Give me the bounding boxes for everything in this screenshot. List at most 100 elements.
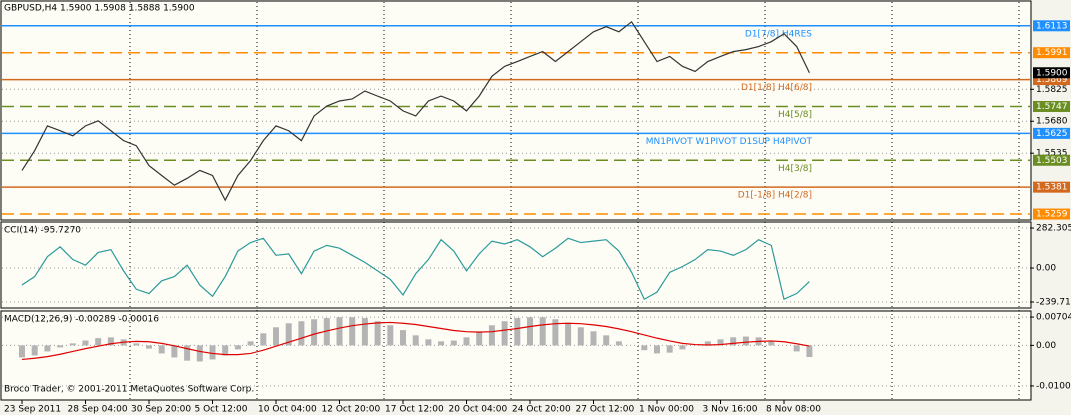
level-label: D1[7/8] H4RES: [745, 29, 812, 39]
level-label: D1[1/8] H4[6/8]: [741, 83, 812, 93]
y-tick-label: 282.305: [1036, 224, 1071, 234]
x-tick-label: 20 Oct 04:00: [449, 405, 508, 415]
level-tag-label: 1.5625: [1036, 129, 1068, 139]
level-tag-label: 1.5259: [1036, 210, 1068, 220]
histogram-bar: [425, 339, 432, 346]
histogram-bar: [349, 317, 356, 346]
x-tick-label: 28 Sep 04:00: [68, 405, 128, 415]
y-tick-label: 0.00: [1036, 341, 1056, 351]
histogram-bar: [311, 319, 318, 346]
level-tag-label: 1.6113: [1036, 21, 1068, 31]
histogram-bar: [717, 339, 724, 346]
level-tag: [1033, 74, 1070, 86]
macd-title: MACD(12,26,9) -0.00289 -0.00016: [4, 315, 159, 325]
histogram-bar: [654, 345, 660, 354]
x-tick-label: 3 Nov 16:00: [703, 405, 758, 415]
histogram-bar: [577, 327, 584, 346]
series-line: [21, 321, 810, 361]
histogram-bar: [69, 343, 76, 346]
histogram-bar: [19, 345, 25, 358]
histogram-bar: [476, 331, 483, 346]
histogram-bar: [374, 321, 381, 346]
x-tick-label: 5 Oct 12:00: [195, 405, 248, 415]
histogram-bar: [730, 337, 737, 346]
y-tick-label: -0.01008: [1036, 381, 1071, 391]
x-tick-label: 12 Oct 20:00: [322, 405, 381, 415]
histogram-bar: [234, 345, 241, 350]
cci-panel: [0, 221, 1032, 309]
level-tag-label: 1.5503: [1036, 156, 1068, 166]
x-tick-label: 27 Oct 12:00: [576, 405, 635, 415]
histogram-bar: [514, 318, 521, 346]
histogram-bar: [590, 331, 597, 346]
histogram-bar: [438, 341, 445, 346]
histogram-bar: [133, 343, 140, 346]
level-tag: [1033, 47, 1070, 59]
histogram-bar: [679, 345, 686, 350]
histogram-bar: [615, 341, 622, 346]
histogram-bar: [768, 340, 775, 346]
histogram-bar: [742, 336, 749, 346]
histogram-bar: [336, 317, 343, 346]
histogram-bar: [539, 317, 546, 346]
histogram-bar: [196, 345, 203, 362]
y-tick-label: 1.5825: [1036, 85, 1068, 95]
series-line: [21, 20, 810, 202]
histogram-bar: [450, 340, 457, 346]
histogram-bar: [323, 318, 330, 346]
histogram-bar: [603, 335, 610, 346]
histogram-bar: [158, 345, 165, 354]
price-tag-label: 1.5900: [1036, 68, 1068, 78]
histogram-bar: [501, 321, 508, 346]
y-tick-label: -239.711: [1036, 298, 1071, 308]
histogram-bar: [565, 323, 572, 346]
series-line: [21, 237, 810, 301]
y-tick-label: 1.5535: [1036, 149, 1068, 159]
histogram-bar: [171, 345, 178, 358]
histogram-bar: [463, 337, 470, 346]
cci-title: CCI(14) -95.7270: [4, 226, 81, 236]
level-tag-label: 1.5381: [1036, 183, 1068, 193]
histogram-bar: [298, 321, 305, 346]
histogram-bar: [107, 337, 114, 346]
level-tag: [1033, 181, 1070, 193]
level-tag-label: 1.5869: [1036, 75, 1068, 85]
level-tag: [1033, 100, 1070, 112]
histogram-bar: [260, 333, 267, 346]
histogram-bar: [273, 327, 279, 346]
level-tag-label: 1.5991: [1036, 48, 1068, 58]
level-tag: [1033, 20, 1070, 32]
histogram-bar: [285, 323, 292, 346]
histogram-bar: [666, 345, 673, 353]
histogram-bar: [95, 338, 102, 346]
y-tick-label: 0.00: [1036, 264, 1056, 274]
level-tag: [1033, 208, 1070, 220]
x-tick-label: 30 Sep 20:00: [131, 405, 191, 415]
x-tick-label: 10 Oct 04:00: [258, 405, 317, 415]
price-tag: [1033, 67, 1070, 79]
level-tag: [1033, 127, 1070, 139]
level-label: H4[5/8]: [778, 110, 812, 120]
histogram-bar: [247, 341, 254, 346]
histogram-bar: [57, 345, 64, 348]
histogram-bar: [806, 345, 813, 358]
x-tick-label: 23 Sep 2011: [4, 405, 61, 415]
histogram-bar: [361, 318, 368, 346]
x-tick-label: 17 Oct 12:00: [385, 405, 444, 415]
chart-title: GBPUSD,H4 1.5900 1.5908 1.5888 1.5900: [4, 4, 195, 14]
level-label: H4[3/8]: [778, 164, 812, 174]
histogram-bar: [400, 330, 406, 346]
histogram-bar: [488, 325, 495, 346]
histogram-bar: [704, 341, 711, 346]
histogram-bar: [552, 319, 559, 346]
histogram-bar: [209, 345, 216, 360]
y-tick-label: 0.00704: [1036, 313, 1071, 323]
y-tick-label: 1.5680: [1036, 117, 1068, 127]
x-tick-label: 8 Nov 08:00: [766, 405, 821, 415]
x-tick-label: 1 Nov 00:00: [639, 405, 694, 415]
histogram-bar: [222, 345, 229, 356]
level-label: D1[-1/8] H4[2/8]: [738, 191, 812, 201]
histogram-bar: [31, 345, 38, 356]
histogram-bar: [387, 325, 394, 346]
